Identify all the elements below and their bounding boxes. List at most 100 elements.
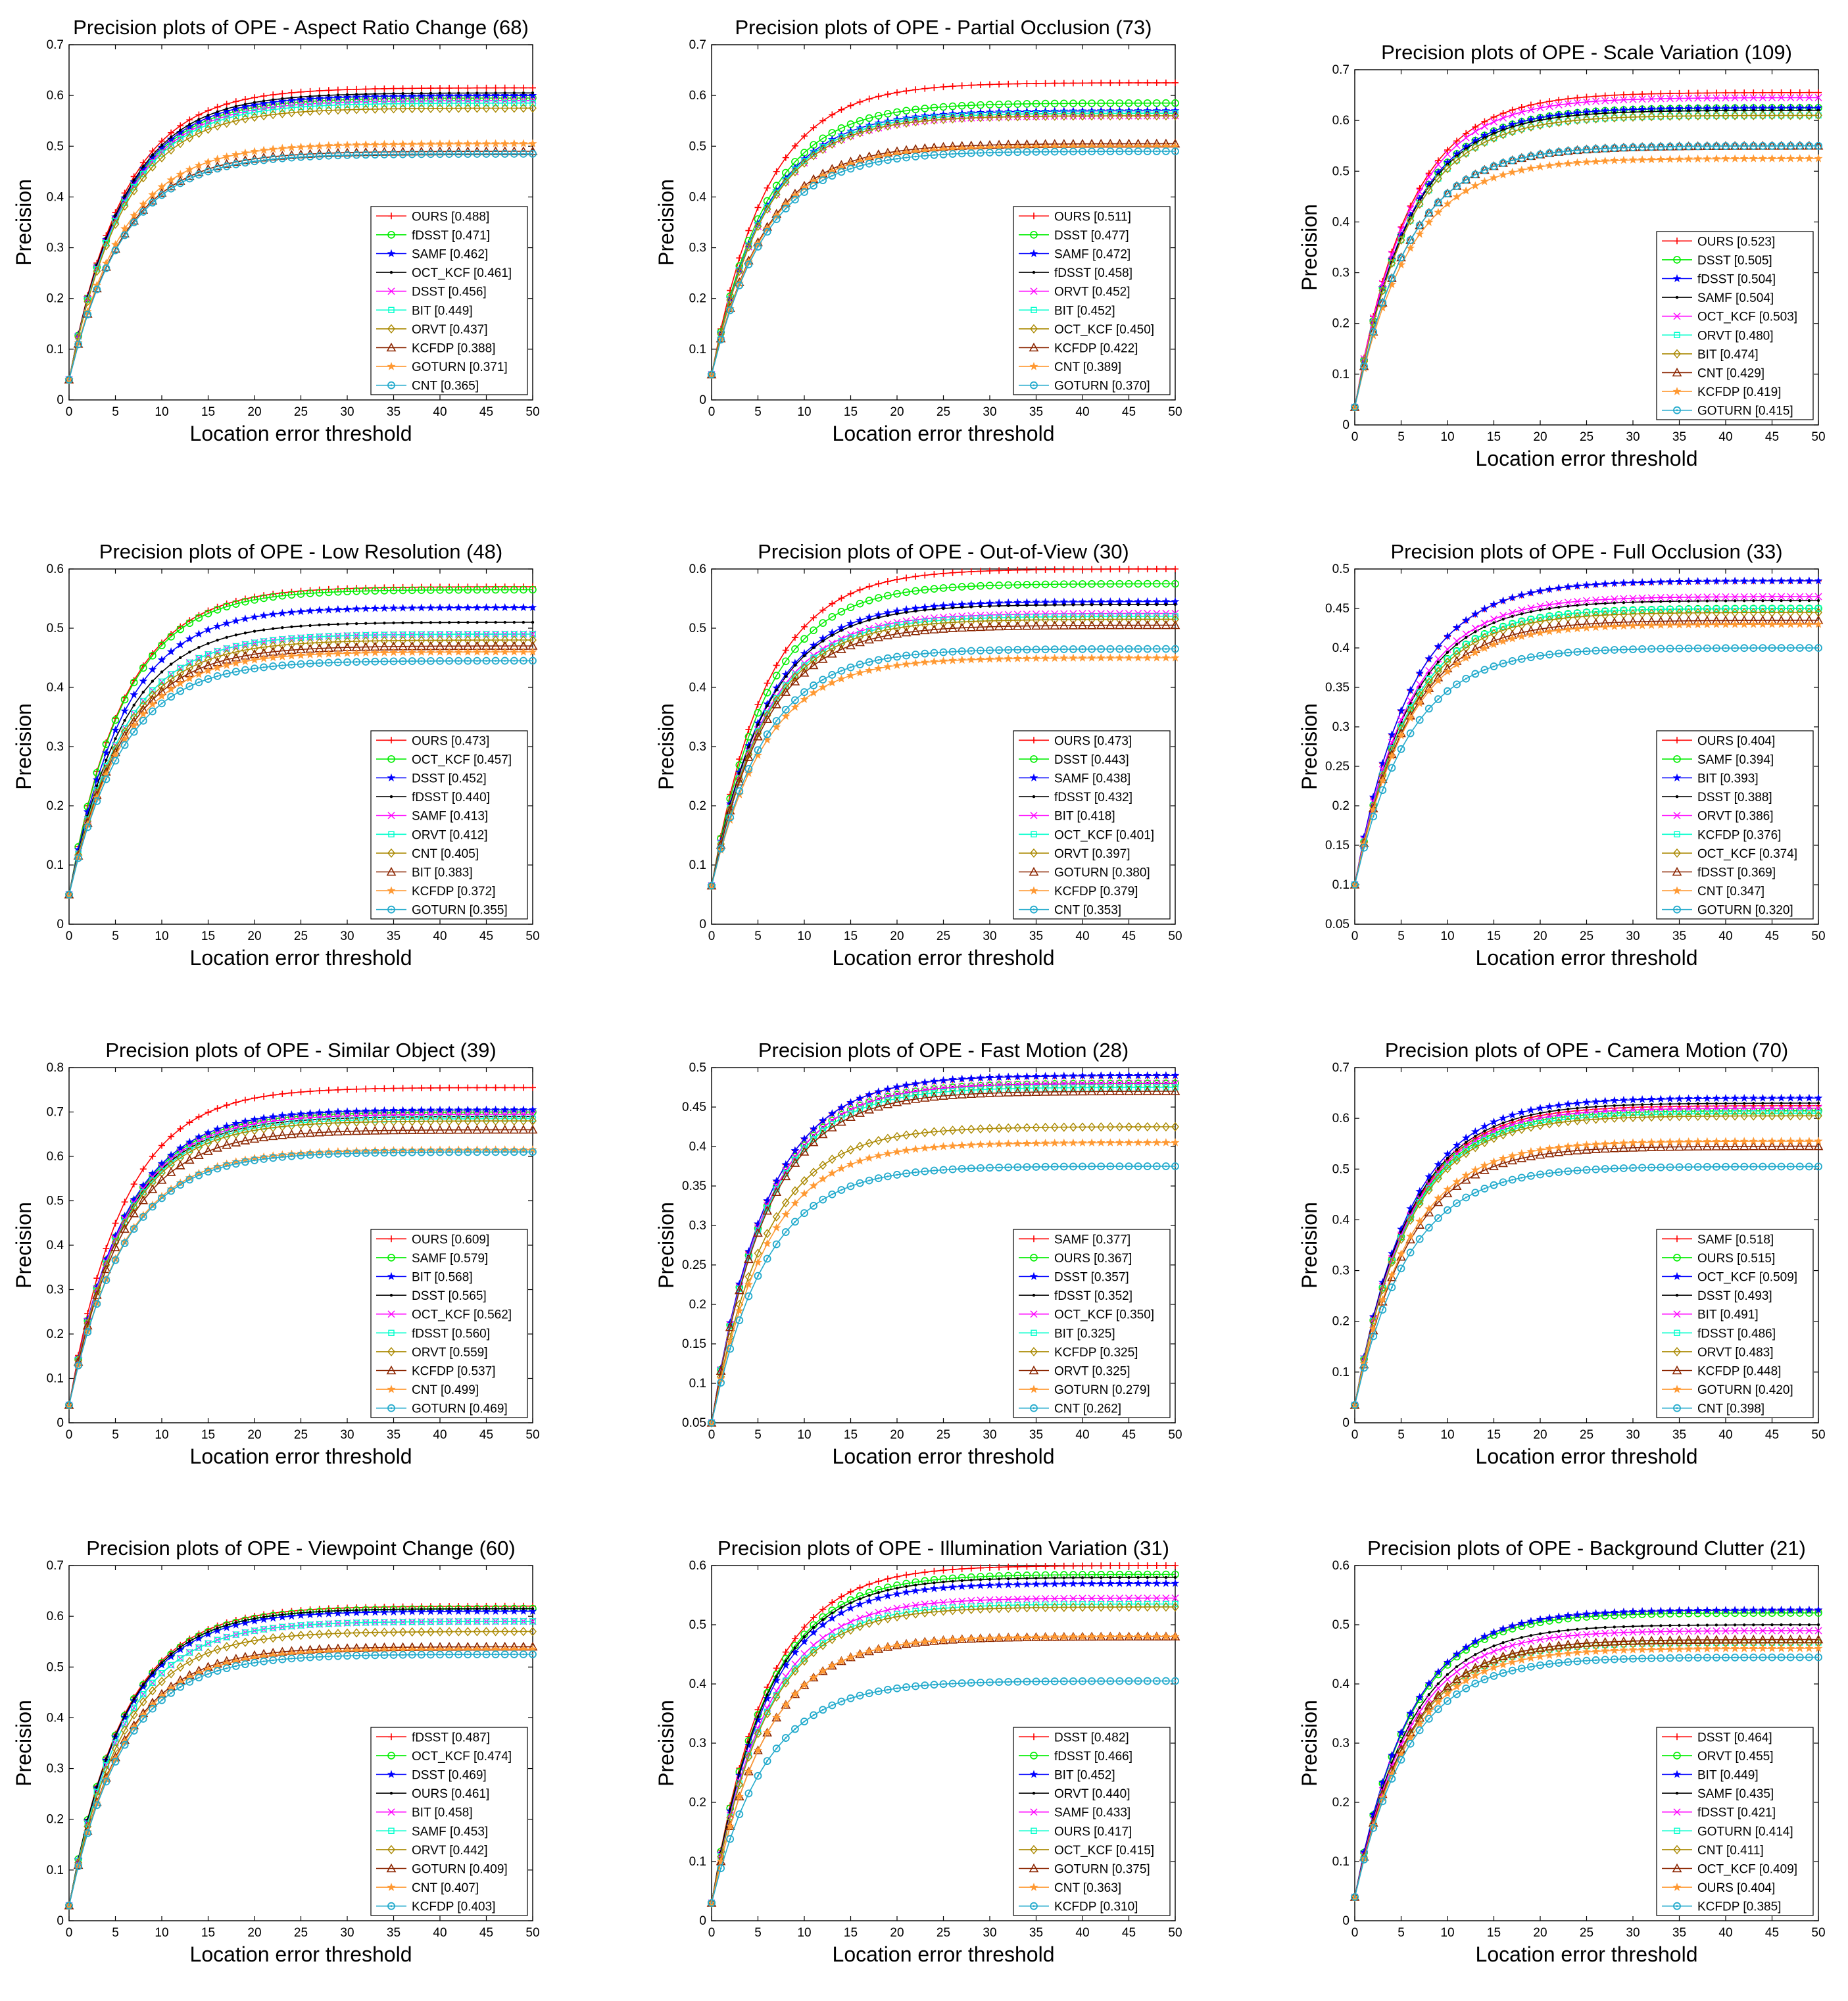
series-point	[454, 150, 463, 158]
y-tick-label: 0	[699, 918, 706, 931]
series-point	[130, 185, 138, 196]
series-point	[139, 208, 147, 216]
series-point	[167, 145, 176, 155]
series-point	[519, 139, 528, 148]
series-point	[914, 609, 917, 613]
x-tick-label: 30	[983, 405, 996, 419]
series-point	[324, 141, 333, 150]
series-point	[473, 91, 481, 99]
series-point	[475, 91, 479, 95]
series-point	[437, 84, 443, 91]
series-point	[482, 103, 491, 113]
series-point	[315, 152, 324, 161]
legend-label: SAMF [0.438]	[1054, 772, 1131, 786]
series-point	[766, 704, 769, 708]
series-7	[65, 103, 537, 385]
legend-label: ORVT [0.412]	[412, 828, 487, 842]
series-point	[390, 85, 397, 92]
series-point	[343, 105, 351, 114]
series-point	[445, 139, 454, 148]
series-1	[66, 84, 536, 383]
series-point	[185, 133, 194, 143]
series-point	[179, 656, 182, 659]
series-point	[438, 621, 442, 624]
series-point	[473, 103, 481, 113]
x-tick-label: 15	[201, 405, 215, 419]
series-point	[447, 621, 451, 624]
x-tick-label: 45	[479, 1428, 493, 1442]
x-tick-label: 50	[525, 929, 539, 943]
series-point	[510, 84, 518, 91]
chart-panel: Precision plots of OPE - Full Occlusion …	[1298, 540, 1826, 970]
series-point	[1109, 603, 1112, 606]
series-point	[241, 102, 250, 111]
series-point	[1687, 599, 1690, 603]
series-point	[417, 150, 426, 159]
y-tick-label: 0.2	[689, 292, 706, 306]
series-point	[167, 184, 176, 193]
series-point	[392, 92, 395, 95]
series-point	[463, 139, 472, 148]
series-point	[370, 91, 379, 101]
series-point	[269, 155, 278, 163]
legend-label: fDSST [0.369]	[1697, 866, 1776, 880]
y-tick-label: 0.7	[47, 1106, 64, 1120]
series-point	[1816, 599, 1820, 603]
series-point	[1455, 643, 1459, 646]
series-point	[445, 91, 454, 99]
x-tick-label: 10	[155, 405, 168, 419]
series-point	[234, 633, 237, 637]
series-point	[485, 91, 488, 95]
series-point	[326, 102, 332, 109]
series-point	[216, 638, 219, 642]
x-tick-label: 45	[479, 929, 493, 943]
x-tick-label: 25	[936, 405, 950, 419]
series-point	[352, 92, 361, 101]
series-point	[120, 231, 129, 239]
x-tick-label: 0	[66, 1428, 73, 1442]
series-point	[168, 142, 174, 149]
series-point	[812, 646, 815, 650]
series-point	[1789, 599, 1792, 603]
series-point	[216, 110, 219, 114]
legend-label: fDSST [0.440]	[412, 791, 490, 804]
legend-label: OCT_KCF [0.503]	[1697, 310, 1797, 324]
series-point	[858, 621, 862, 625]
series-point	[272, 627, 275, 630]
series-point	[262, 628, 266, 631]
x-tick-label: 35	[1029, 405, 1043, 419]
series-point	[383, 92, 386, 95]
series-point	[410, 621, 414, 624]
series-point	[408, 139, 417, 148]
series-point	[65, 376, 73, 384]
series-point	[464, 84, 472, 91]
series-point	[160, 143, 164, 147]
series-point	[169, 136, 173, 139]
legend-label: BIT [0.452]	[1054, 304, 1115, 318]
legend-label: OCT_KCF [0.374]	[1697, 847, 1797, 861]
series-point	[214, 103, 221, 111]
series-point	[454, 91, 463, 99]
series-point	[446, 100, 452, 107]
legend: OURS [0.511]DSST [0.477]SAMF [0.472]fDSS…	[1013, 206, 1171, 395]
y-axis-label: Precision	[654, 179, 678, 266]
series-point	[233, 112, 239, 120]
x-tick-label: 15	[201, 929, 215, 943]
legend-label: DSST [0.388]	[1697, 791, 1772, 804]
series-point	[364, 92, 368, 96]
series-point	[130, 210, 139, 220]
series-point	[243, 103, 247, 106]
series-point	[1743, 599, 1746, 603]
series-point	[379, 139, 389, 148]
series-point	[455, 84, 462, 91]
series-point	[522, 620, 525, 624]
series-point	[148, 199, 157, 207]
legend-label: BIT [0.383]	[412, 866, 473, 880]
legend-label: OCT_KCF [0.450]	[1054, 323, 1154, 337]
series-point	[176, 179, 185, 187]
x-tick-label: 20	[890, 1428, 904, 1442]
series-point	[510, 91, 519, 99]
series-point	[374, 92, 377, 95]
series-point	[195, 125, 203, 132]
series-point	[1053, 603, 1056, 606]
